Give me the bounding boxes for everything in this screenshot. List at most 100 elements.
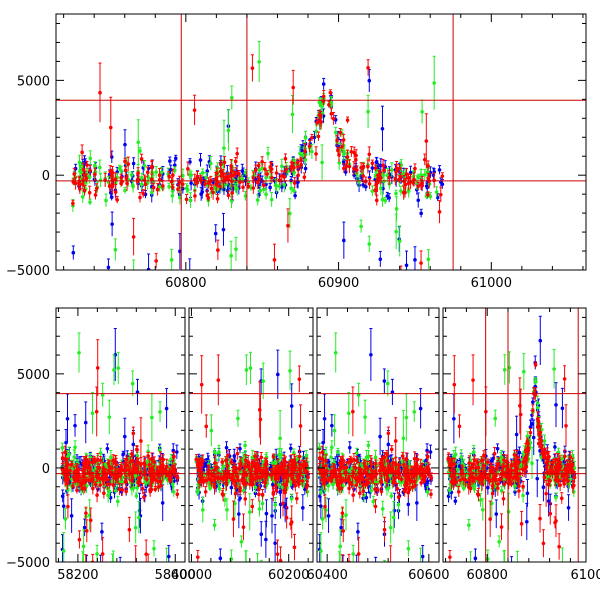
- data-point: [328, 90, 333, 95]
- data-point: [380, 197, 385, 202]
- data-point: [134, 494, 139, 498]
- x-tick-label: 58400: [155, 568, 196, 583]
- data-point: [146, 454, 150, 458]
- data-point: [131, 431, 136, 436]
- data-point: [64, 440, 68, 445]
- data-point: [251, 186, 256, 190]
- data-point: [303, 158, 308, 162]
- data-point: [157, 184, 162, 189]
- data-point: [403, 190, 407, 195]
- data-point: [101, 466, 106, 471]
- data-point: [238, 496, 242, 501]
- x-tick-label: 60900: [318, 276, 359, 291]
- data-point: [116, 366, 121, 370]
- data-point: [84, 511, 88, 515]
- data-point: [333, 130, 338, 135]
- data-point: [100, 475, 105, 480]
- data-point: [221, 227, 226, 232]
- data-point: [143, 463, 147, 467]
- data-point: [114, 462, 118, 467]
- data-point: [83, 173, 88, 178]
- data-point: [149, 487, 154, 492]
- data-point: [106, 461, 111, 466]
- data-point: [367, 78, 372, 83]
- data-point: [152, 460, 157, 464]
- data-point: [314, 129, 318, 134]
- data-point: [268, 165, 273, 170]
- data-point: [321, 82, 326, 86]
- data-point: [213, 231, 218, 236]
- data-point: [107, 482, 112, 486]
- data-point: [404, 172, 409, 176]
- data-point: [172, 163, 177, 167]
- data-point: [186, 167, 190, 171]
- data-point: [205, 169, 210, 173]
- data-point: [123, 168, 128, 173]
- data-point: [317, 100, 322, 105]
- data-point: [192, 108, 197, 112]
- data-point: [65, 416, 70, 421]
- data-point: [269, 197, 274, 202]
- data-point: [361, 183, 365, 187]
- data-point: [303, 135, 308, 140]
- data-point: [361, 164, 366, 169]
- data-point: [383, 198, 388, 203]
- data-point: [284, 167, 289, 172]
- data-point: [149, 466, 154, 470]
- data-point: [261, 183, 266, 187]
- data-point: [123, 142, 127, 147]
- data-point: [160, 184, 165, 188]
- data-point: [88, 156, 93, 161]
- data-point: [235, 151, 239, 156]
- data-point: [171, 173, 175, 178]
- data-point: [97, 466, 102, 470]
- data-point: [74, 468, 79, 473]
- data-point: [131, 161, 136, 166]
- data-point: [413, 166, 417, 171]
- data-point: [310, 135, 314, 140]
- data-point: [203, 182, 207, 186]
- data-point: [257, 168, 262, 172]
- data-point: [140, 486, 145, 491]
- data-point: [299, 158, 303, 163]
- data-point: [283, 156, 288, 161]
- data-point: [274, 171, 279, 175]
- data-point: [229, 199, 234, 203]
- data-point: [206, 181, 211, 185]
- data-point: [229, 96, 234, 100]
- series-red: [60, 339, 180, 562]
- data-point: [211, 190, 215, 195]
- y-tick-label: 0: [42, 462, 50, 477]
- data-point: [98, 178, 103, 182]
- data-point: [110, 184, 114, 189]
- data-point: [200, 171, 205, 175]
- data-point: [265, 172, 269, 176]
- data-point: [93, 482, 98, 487]
- data-point: [229, 164, 233, 168]
- data-point: [366, 164, 370, 169]
- data-point: [232, 459, 237, 463]
- data-point: [88, 200, 92, 204]
- data-point: [71, 484, 75, 488]
- data-point: [296, 173, 301, 178]
- data-point: [342, 152, 346, 157]
- data-point: [90, 411, 95, 416]
- data-point: [335, 138, 339, 143]
- data-point: [164, 464, 169, 469]
- data-point: [98, 165, 102, 170]
- data-point: [80, 164, 84, 169]
- data-point: [131, 235, 136, 239]
- data-point: [216, 248, 220, 252]
- plot-frame: [55, 13, 587, 271]
- data-point: [83, 420, 88, 425]
- data-point: [139, 439, 143, 443]
- data-point: [403, 182, 408, 187]
- data-point: [411, 181, 416, 185]
- data-point: [189, 181, 193, 185]
- data-point: [63, 478, 67, 482]
- data-point: [301, 153, 305, 158]
- data-point: [270, 175, 274, 180]
- data-point: [154, 259, 158, 263]
- data-point: [282, 183, 287, 187]
- data-point: [110, 222, 114, 226]
